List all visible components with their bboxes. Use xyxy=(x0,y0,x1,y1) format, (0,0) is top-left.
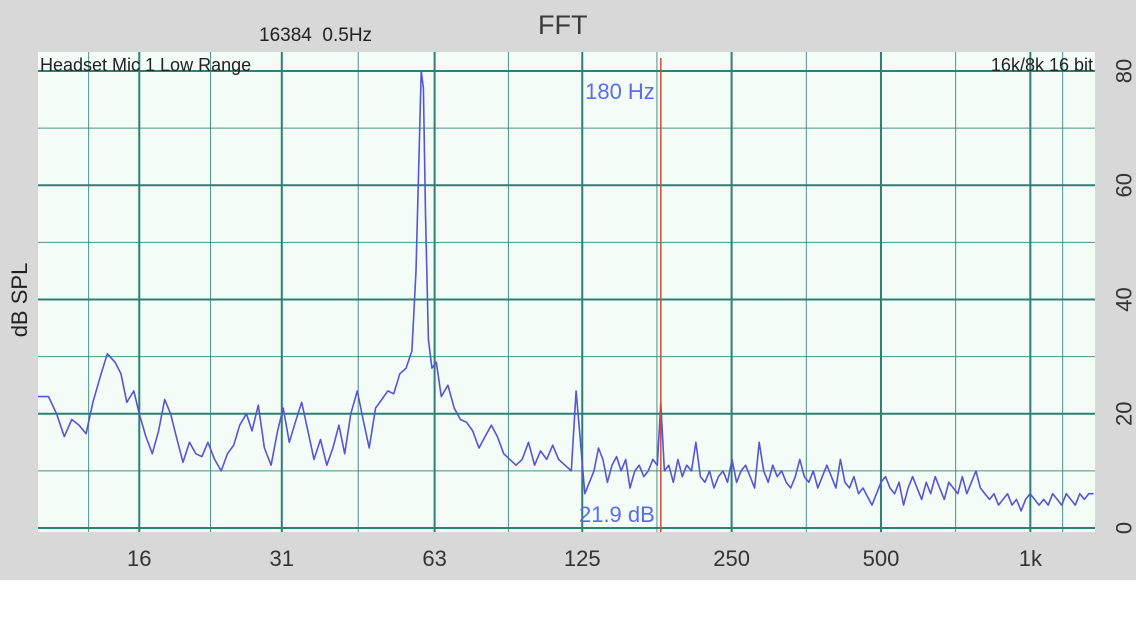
x-tick-label: 31 xyxy=(270,546,294,571)
format-label: 16k/8k 16 bit xyxy=(991,55,1093,75)
chart-title: FFT xyxy=(538,10,588,40)
x-tick-label: 1k xyxy=(1019,546,1043,571)
major-gridlines xyxy=(38,52,1095,532)
x-tick-label: 250 xyxy=(713,546,750,571)
cursor-level-readout: 21.9 dB xyxy=(579,502,655,527)
y-tick-label: 0 xyxy=(1112,522,1136,534)
fft-resolution: 0.5Hz xyxy=(322,25,373,46)
x-axis-ticks: 16 31 63 125 250 500 1k xyxy=(127,546,1043,571)
cursor-frequency-readout: 180 Hz xyxy=(585,79,655,104)
x-tick-label: 63 xyxy=(422,546,446,571)
fft-size: 16384 xyxy=(259,25,312,46)
x-tick-label: 500 xyxy=(863,546,900,571)
y-tick-label: 60 xyxy=(1112,173,1136,197)
y-tick-label: 20 xyxy=(1112,402,1136,426)
y-tick-label: 80 xyxy=(1112,59,1136,83)
fft-chart[interactable]: 16 31 63 125 250 500 1k 0 20 40 60 80 Headset Mic … xyxy=(0,0,1136,580)
input-label: Headset Mic 1 Low Range xyxy=(40,55,251,75)
y-axis-ticks: 0 20 40 60 80 xyxy=(1112,59,1136,534)
x-tick-label: 125 xyxy=(564,546,601,571)
fft-settings: 16384 0.5Hz xyxy=(259,25,372,47)
spectrum-trace xyxy=(38,70,1094,512)
plot-area[interactable] xyxy=(38,52,1095,532)
y-tick-label: 40 xyxy=(1112,287,1136,311)
minor-gridlines xyxy=(38,52,1095,532)
x-tick-label: 16 xyxy=(127,546,151,571)
fft-window: FFT 16384 0.5Hz dB SPL 16 31 63 125 250 500 1k… xyxy=(0,0,1136,580)
